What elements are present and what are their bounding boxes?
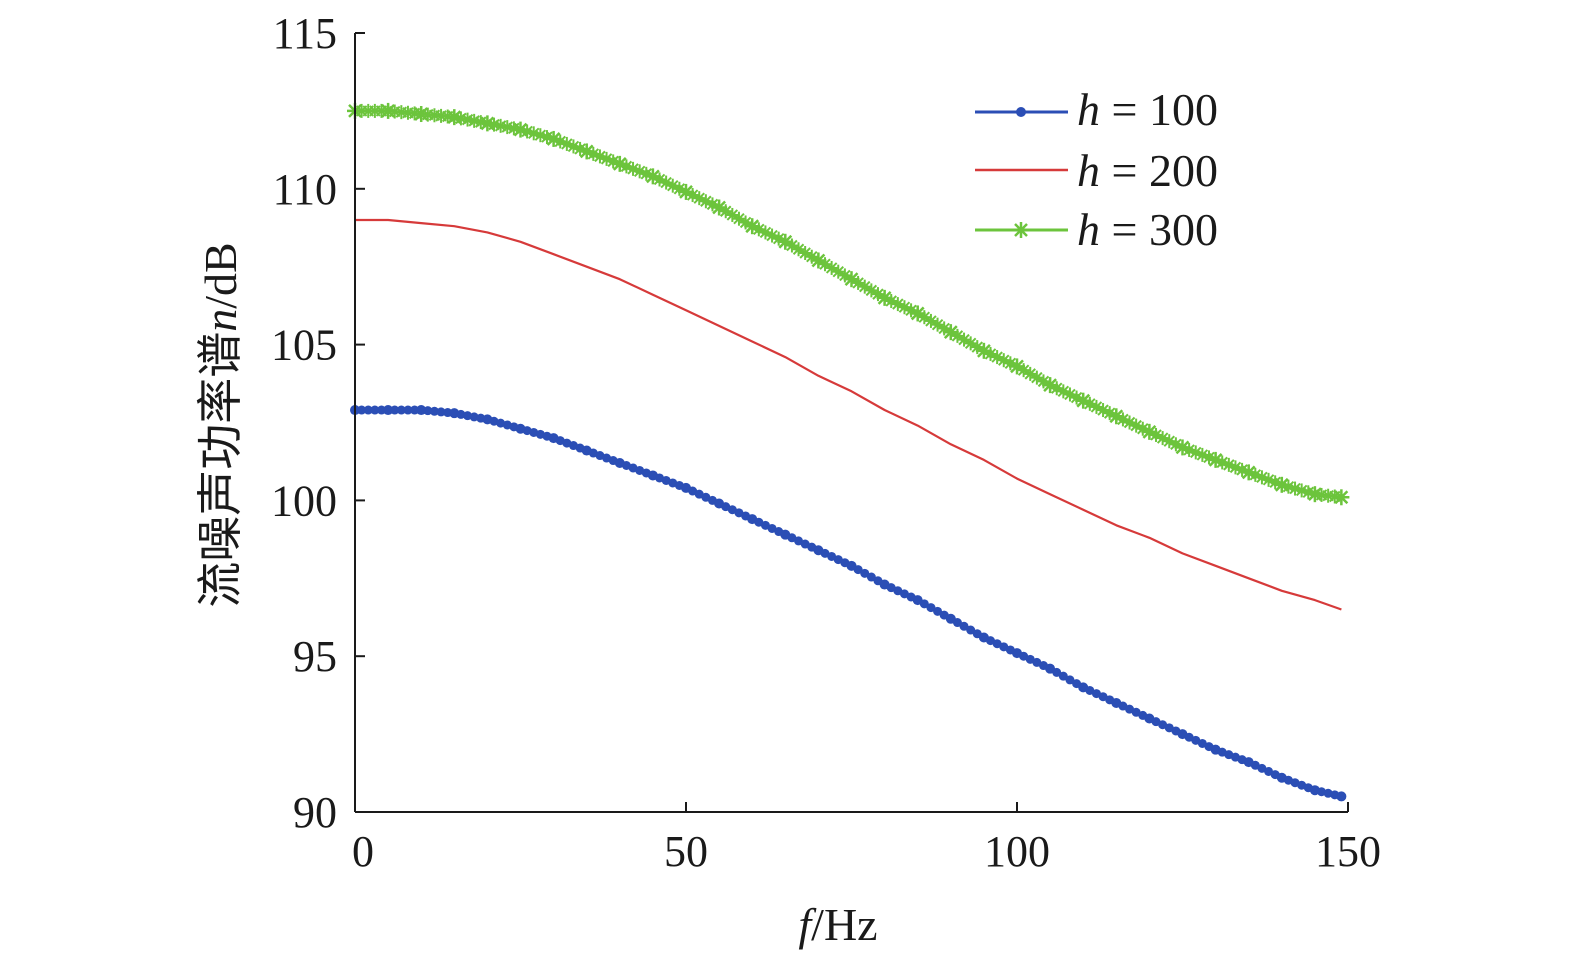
legend-item-h100: h = 100 xyxy=(975,84,1218,135)
legend-label-h100: h = 100 xyxy=(1077,84,1218,135)
x-ticks: 0 50 100 150 xyxy=(352,802,1381,876)
legend-label-h300-var: h xyxy=(1077,204,1100,255)
legend-label-h100-var: h xyxy=(1077,84,1100,135)
y-tick-label: 95 xyxy=(293,632,337,681)
legend-label-h300: h = 300 xyxy=(1077,204,1218,255)
x-axis-title-unit: /Hz xyxy=(811,899,877,950)
legend-marker-h300 xyxy=(1013,222,1029,238)
legend-label-h200: h = 200 xyxy=(1077,145,1218,196)
series-layer xyxy=(347,102,1350,802)
legend-label-h300-rest: = 300 xyxy=(1100,204,1218,255)
legend-label-h200-var: h xyxy=(1077,145,1100,196)
axes: 90 95 100 105 110 115 0 50 100 150 xyxy=(271,9,1381,876)
y-tick-label: 110 xyxy=(273,165,337,214)
series-marker-texture xyxy=(350,405,1346,801)
y-axis-title: 流噪声功率谱n/dB xyxy=(195,242,246,607)
x-axis-title: f/Hz xyxy=(798,899,877,950)
y-axis-title-prefix: 流噪声功率谱 xyxy=(195,332,246,608)
x-tick-label: 150 xyxy=(1315,827,1381,876)
x-tick-label: 100 xyxy=(984,827,1050,876)
y-axis-title-unit: /dB xyxy=(195,242,246,308)
legend-item-h300: h = 300 xyxy=(975,204,1218,255)
y-ticks: 90 95 100 105 110 115 xyxy=(271,9,365,837)
x-tick-label: 50 xyxy=(664,827,708,876)
legend: h = 100 h = 200 h = 300 xyxy=(975,84,1218,255)
legend-label-h100-rest: = 100 xyxy=(1100,84,1218,135)
legend-label-h200-rest: = 200 xyxy=(1100,145,1218,196)
series-1 xyxy=(350,405,1347,802)
legend-marker-h100 xyxy=(1016,107,1026,117)
y-tick-label: 115 xyxy=(273,9,337,58)
y-tick-label: 90 xyxy=(293,788,337,837)
legend-item-h200: h = 200 xyxy=(975,145,1218,196)
x-tick-label: 0 xyxy=(352,827,374,876)
y-tick-label: 100 xyxy=(271,476,337,525)
y-tick-label: 105 xyxy=(271,321,337,370)
y-axis-title-var: n xyxy=(195,309,246,332)
